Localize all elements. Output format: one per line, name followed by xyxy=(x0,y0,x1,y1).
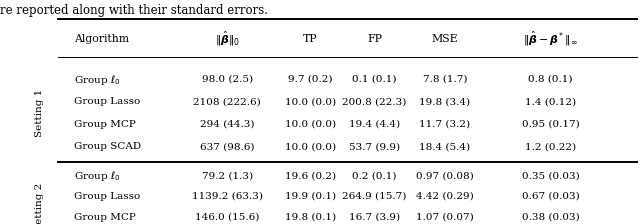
Text: 10.0 (0.0): 10.0 (0.0) xyxy=(285,97,336,106)
Text: 264.9 (15.7): 264.9 (15.7) xyxy=(342,192,406,200)
Text: 0.95 (0.17): 0.95 (0.17) xyxy=(522,120,579,129)
Text: Setting 1: Setting 1 xyxy=(35,89,44,137)
Text: 19.8 (3.4): 19.8 (3.4) xyxy=(419,97,470,106)
Text: $\|\hat{\boldsymbol{\beta}}\|_0$: $\|\hat{\boldsymbol{\beta}}\|_0$ xyxy=(214,30,240,48)
Text: 18.4 (5.4): 18.4 (5.4) xyxy=(419,142,470,151)
Text: 19.9 (0.1): 19.9 (0.1) xyxy=(285,192,336,200)
Text: 1139.2 (63.3): 1139.2 (63.3) xyxy=(192,192,262,200)
Text: 1.4 (0.12): 1.4 (0.12) xyxy=(525,97,576,106)
Text: Group SCAD: Group SCAD xyxy=(74,142,141,151)
Text: Setting 2: Setting 2 xyxy=(35,183,44,224)
Text: TP: TP xyxy=(303,34,317,44)
Text: 16.7 (3.9): 16.7 (3.9) xyxy=(349,213,400,222)
Text: Algorithm: Algorithm xyxy=(74,34,129,44)
Text: 19.4 (4.4): 19.4 (4.4) xyxy=(349,120,400,129)
Text: Group Lasso: Group Lasso xyxy=(74,97,140,106)
Text: 9.7 (0.2): 9.7 (0.2) xyxy=(288,75,333,84)
Text: 0.35 (0.03): 0.35 (0.03) xyxy=(522,171,579,180)
Text: 637 (98.6): 637 (98.6) xyxy=(200,142,255,151)
Text: 19.8 (0.1): 19.8 (0.1) xyxy=(285,213,336,222)
Text: 53.7 (9.9): 53.7 (9.9) xyxy=(349,142,400,151)
Text: Group Lasso: Group Lasso xyxy=(74,192,140,200)
Text: 1.07 (0.07): 1.07 (0.07) xyxy=(416,213,474,222)
Text: 19.6 (0.2): 19.6 (0.2) xyxy=(285,171,336,180)
Text: 10.0 (0.0): 10.0 (0.0) xyxy=(285,142,336,151)
Text: 7.8 (1.7): 7.8 (1.7) xyxy=(422,75,467,84)
Text: 0.2 (0.1): 0.2 (0.1) xyxy=(352,171,397,180)
Text: 294 (44.3): 294 (44.3) xyxy=(200,120,255,129)
Text: 10.0 (0.0): 10.0 (0.0) xyxy=(285,120,336,129)
Text: 4.42 (0.29): 4.42 (0.29) xyxy=(416,192,474,200)
Text: 79.2 (1.3): 79.2 (1.3) xyxy=(202,171,253,180)
Text: 1.2 (0.22): 1.2 (0.22) xyxy=(525,142,576,151)
Text: $\|\hat{\boldsymbol{\beta}} - \boldsymbol{\beta}^*\|_\infty$: $\|\hat{\boldsymbol{\beta}} - \boldsymbo… xyxy=(523,30,578,48)
Text: 200.8 (22.3): 200.8 (22.3) xyxy=(342,97,406,106)
Text: 0.1 (0.1): 0.1 (0.1) xyxy=(352,75,397,84)
Text: 0.67 (0.03): 0.67 (0.03) xyxy=(522,192,579,200)
Text: Group MCP: Group MCP xyxy=(74,120,135,129)
Text: MSE: MSE xyxy=(431,34,458,44)
Text: FP: FP xyxy=(367,34,382,44)
Text: re reported along with their standard errors.: re reported along with their standard er… xyxy=(0,4,268,17)
Text: 0.8 (0.1): 0.8 (0.1) xyxy=(528,75,573,84)
Text: 0.38 (0.03): 0.38 (0.03) xyxy=(522,213,579,222)
Text: Group $\ell_0$: Group $\ell_0$ xyxy=(74,73,120,86)
Text: 0.97 (0.08): 0.97 (0.08) xyxy=(416,171,474,180)
Text: 146.0 (15.6): 146.0 (15.6) xyxy=(195,213,259,222)
Text: Group MCP: Group MCP xyxy=(74,213,135,222)
Text: 2108 (222.6): 2108 (222.6) xyxy=(193,97,261,106)
Text: Group $\ell_0$: Group $\ell_0$ xyxy=(74,169,120,183)
Text: 11.7 (3.2): 11.7 (3.2) xyxy=(419,120,470,129)
Text: 98.0 (2.5): 98.0 (2.5) xyxy=(202,75,253,84)
